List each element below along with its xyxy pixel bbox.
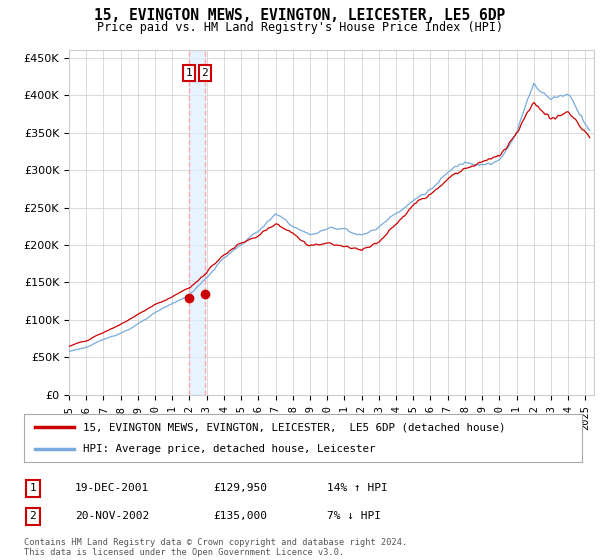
Text: 14% ↑ HPI: 14% ↑ HPI bbox=[327, 483, 388, 493]
Bar bbox=[189, 50, 205, 395]
Text: 19-DEC-2001: 19-DEC-2001 bbox=[75, 483, 149, 493]
Text: 1: 1 bbox=[185, 68, 192, 78]
Text: £129,950: £129,950 bbox=[213, 483, 267, 493]
Text: 2: 2 bbox=[202, 68, 208, 78]
Text: Contains HM Land Registry data © Crown copyright and database right 2024.
This d: Contains HM Land Registry data © Crown c… bbox=[24, 538, 407, 557]
Text: 15, EVINGTON MEWS, EVINGTON, LEICESTER,  LE5 6DP (detached house): 15, EVINGTON MEWS, EVINGTON, LEICESTER, … bbox=[83, 422, 505, 432]
Text: 7% ↓ HPI: 7% ↓ HPI bbox=[327, 511, 381, 521]
Text: Price paid vs. HM Land Registry's House Price Index (HPI): Price paid vs. HM Land Registry's House … bbox=[97, 21, 503, 34]
Text: £135,000: £135,000 bbox=[213, 511, 267, 521]
Text: 20-NOV-2002: 20-NOV-2002 bbox=[75, 511, 149, 521]
Text: HPI: Average price, detached house, Leicester: HPI: Average price, detached house, Leic… bbox=[83, 444, 375, 454]
Text: 1: 1 bbox=[29, 483, 37, 493]
Text: 15, EVINGTON MEWS, EVINGTON, LEICESTER, LE5 6DP: 15, EVINGTON MEWS, EVINGTON, LEICESTER, … bbox=[94, 8, 506, 24]
Text: 2: 2 bbox=[29, 511, 37, 521]
